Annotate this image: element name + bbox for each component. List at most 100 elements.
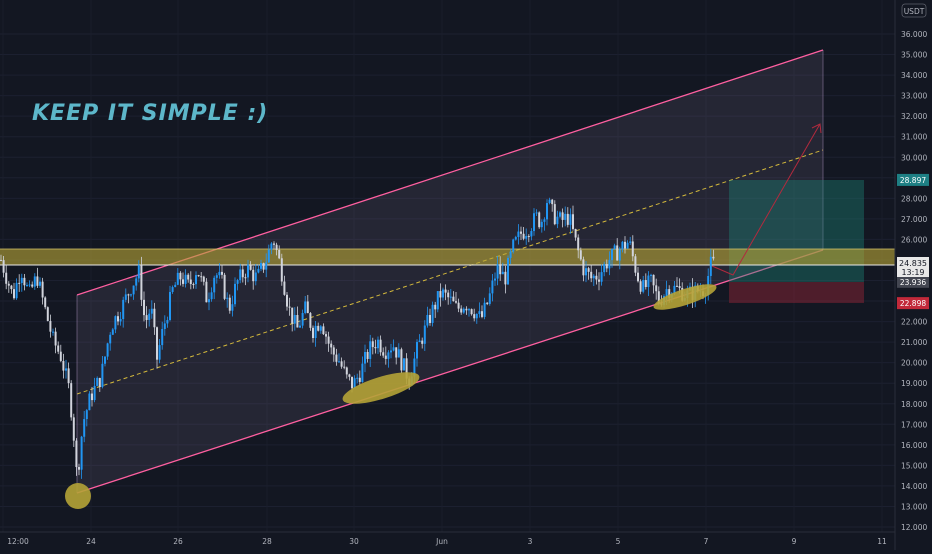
candle-body	[629, 241, 632, 243]
highlight-low-3[interactable]	[651, 279, 719, 315]
candle-body	[595, 275, 598, 280]
candle-body	[143, 299, 145, 316]
time-axis[interactable]: 12:00 24 26 28 30 Jun 3 5 7 9 11	[7, 537, 887, 546]
candle-body	[192, 284, 195, 286]
candle-body	[540, 221, 543, 228]
candle-body	[501, 271, 504, 275]
long-position-target-zone[interactable]	[729, 180, 864, 282]
candle-body	[392, 347, 395, 351]
chart-title-annotation[interactable]: KEEP IT SIMPLE :)	[32, 101, 268, 126]
candle-body	[15, 282, 18, 299]
grid	[0, 33, 895, 528]
candle-body	[44, 297, 47, 308]
candle-body	[356, 377, 359, 379]
candle-body	[252, 269, 255, 282]
candle-body	[236, 280, 239, 284]
candle-body	[444, 289, 447, 293]
candle-body	[338, 361, 340, 363]
candle-body	[267, 249, 270, 263]
candle-body	[390, 350, 392, 353]
candle-body	[322, 326, 325, 335]
candle-body	[26, 285, 28, 287]
price-tick-label: 32.000	[901, 112, 927, 121]
candle-body	[491, 280, 494, 294]
candle-body	[39, 281, 41, 286]
candle-body	[106, 343, 109, 357]
price-tick-label: 20.000	[901, 359, 927, 368]
candle-body	[65, 368, 67, 371]
candle-body	[421, 340, 424, 344]
candle-body	[556, 216, 559, 225]
candle-body	[361, 363, 364, 382]
candle-body	[621, 241, 624, 250]
candle-body	[67, 368, 70, 384]
highlight-low-2[interactable]	[340, 366, 423, 410]
candle-body	[535, 212, 538, 214]
candle-body	[592, 275, 595, 279]
candle-body	[299, 325, 301, 328]
current-price-value: 24.835	[899, 259, 927, 268]
price-label-tag	[897, 173, 929, 186]
candle-body	[291, 307, 294, 324]
candle-body	[114, 316, 117, 330]
candle-body	[613, 245, 616, 249]
candle-body	[374, 347, 377, 349]
candle-body	[650, 274, 652, 276]
price-tick-label: 27.000	[901, 215, 927, 224]
candle-body	[426, 314, 429, 326]
time-tick-label: 11	[877, 537, 887, 546]
candle-body	[527, 236, 530, 238]
candle-body	[431, 304, 434, 323]
resistance-zone[interactable]	[0, 249, 895, 265]
candle-body	[101, 363, 104, 387]
candle-body	[600, 272, 603, 282]
candle-body	[137, 265, 140, 279]
candle-body	[423, 325, 426, 344]
candle-body	[371, 341, 374, 348]
candle-body	[327, 336, 330, 344]
candle-body	[145, 315, 148, 321]
price-tick-label: 31.000	[901, 133, 927, 142]
candle-body	[709, 256, 712, 276]
candle-body	[665, 289, 668, 297]
candle-body	[247, 264, 249, 278]
candle-body	[312, 327, 314, 338]
candle-body	[91, 393, 93, 401]
candle-body	[226, 297, 229, 299]
long-position-stop-zone[interactable]	[729, 282, 864, 303]
candle-body	[83, 419, 86, 437]
candle-body	[395, 347, 398, 358]
candle-body	[590, 271, 593, 279]
currency-label: USDT	[904, 7, 925, 16]
candle-body	[400, 349, 403, 371]
candle-body	[130, 294, 132, 296]
time-tick-label: 24	[86, 537, 96, 546]
candle-body	[566, 213, 569, 225]
time-tick-label: 28	[262, 537, 272, 546]
candle-body	[603, 264, 606, 273]
candle-body	[314, 325, 317, 338]
channel-midline[interactable]	[76, 149, 824, 395]
highlight-low-1[interactable]	[65, 483, 91, 509]
candle-body	[200, 276, 203, 278]
projection-arrow-line[interactable]	[711, 123, 821, 276]
candle-body	[387, 352, 390, 359]
candle-body	[169, 291, 171, 321]
candle-body	[369, 341, 372, 359]
price-tick-label: 21.000	[901, 338, 927, 347]
candle-body	[54, 331, 57, 346]
currency-badge[interactable]	[901, 3, 927, 18]
candle-body	[335, 354, 338, 362]
price-tick-label: 26.000	[901, 235, 927, 244]
candle-body	[330, 343, 333, 348]
candle-body	[254, 272, 257, 282]
candle-body	[215, 275, 218, 278]
candle-body	[122, 299, 125, 320]
candle-body	[33, 276, 36, 287]
candle-body	[655, 285, 658, 292]
candle-body	[317, 325, 320, 331]
candle-body	[93, 385, 96, 401]
